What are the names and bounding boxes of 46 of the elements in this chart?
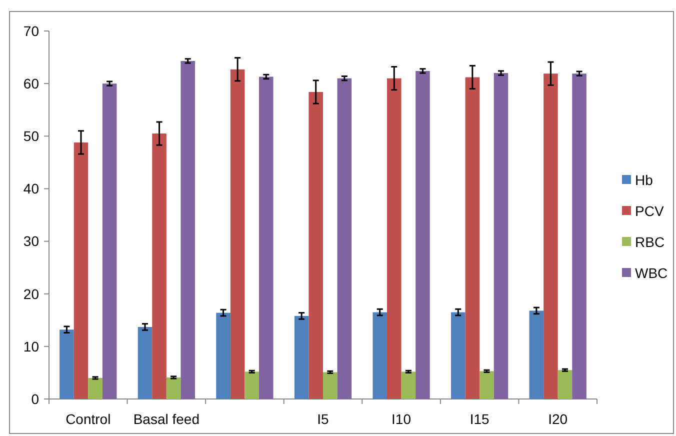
bar xyxy=(544,74,558,399)
bar xyxy=(416,70,430,399)
bar xyxy=(558,370,572,399)
y-tick-label: 20 xyxy=(23,286,40,302)
y-tick-label: 70 xyxy=(23,22,40,39)
bar xyxy=(529,310,544,399)
bar xyxy=(60,330,74,399)
x-tick-label: I5 xyxy=(317,411,330,427)
bar xyxy=(230,69,245,399)
x-tick-label: I15 xyxy=(470,411,490,427)
y-tick-label: 0 xyxy=(31,390,40,407)
bar xyxy=(180,60,196,399)
bar xyxy=(166,377,181,399)
x-tick-label: Control xyxy=(66,411,111,427)
bar xyxy=(102,84,117,399)
bar xyxy=(387,78,402,399)
y-tick-label: 10 xyxy=(23,338,40,354)
bar xyxy=(88,378,102,399)
bar xyxy=(244,372,259,399)
y-tick-label: 50 xyxy=(23,128,40,144)
bar xyxy=(294,316,309,399)
bar xyxy=(480,371,494,399)
bar xyxy=(372,312,387,399)
bar xyxy=(401,372,416,399)
bar xyxy=(308,92,323,399)
x-tick-label: I20 xyxy=(548,411,568,427)
bar xyxy=(323,372,338,399)
bar xyxy=(465,77,480,399)
bar xyxy=(216,312,230,399)
legend-label: RBC xyxy=(635,234,665,250)
bar xyxy=(337,78,352,399)
legend-label: Hb xyxy=(635,172,654,188)
bar xyxy=(152,134,166,399)
x-tick-label: I10 xyxy=(392,411,412,427)
bar xyxy=(494,73,508,399)
bar xyxy=(259,76,274,399)
y-tick-label: 40 xyxy=(23,180,40,197)
bar xyxy=(74,142,88,399)
bar xyxy=(572,74,586,399)
y-tick-label: 60 xyxy=(23,75,40,92)
x-tick-label: Basal feed xyxy=(133,411,200,427)
legend-label: PCV xyxy=(635,202,664,219)
legend-label: WBC xyxy=(635,264,668,281)
bar xyxy=(138,326,152,399)
y-tick-label: 30 xyxy=(23,233,40,250)
bar xyxy=(450,312,466,399)
